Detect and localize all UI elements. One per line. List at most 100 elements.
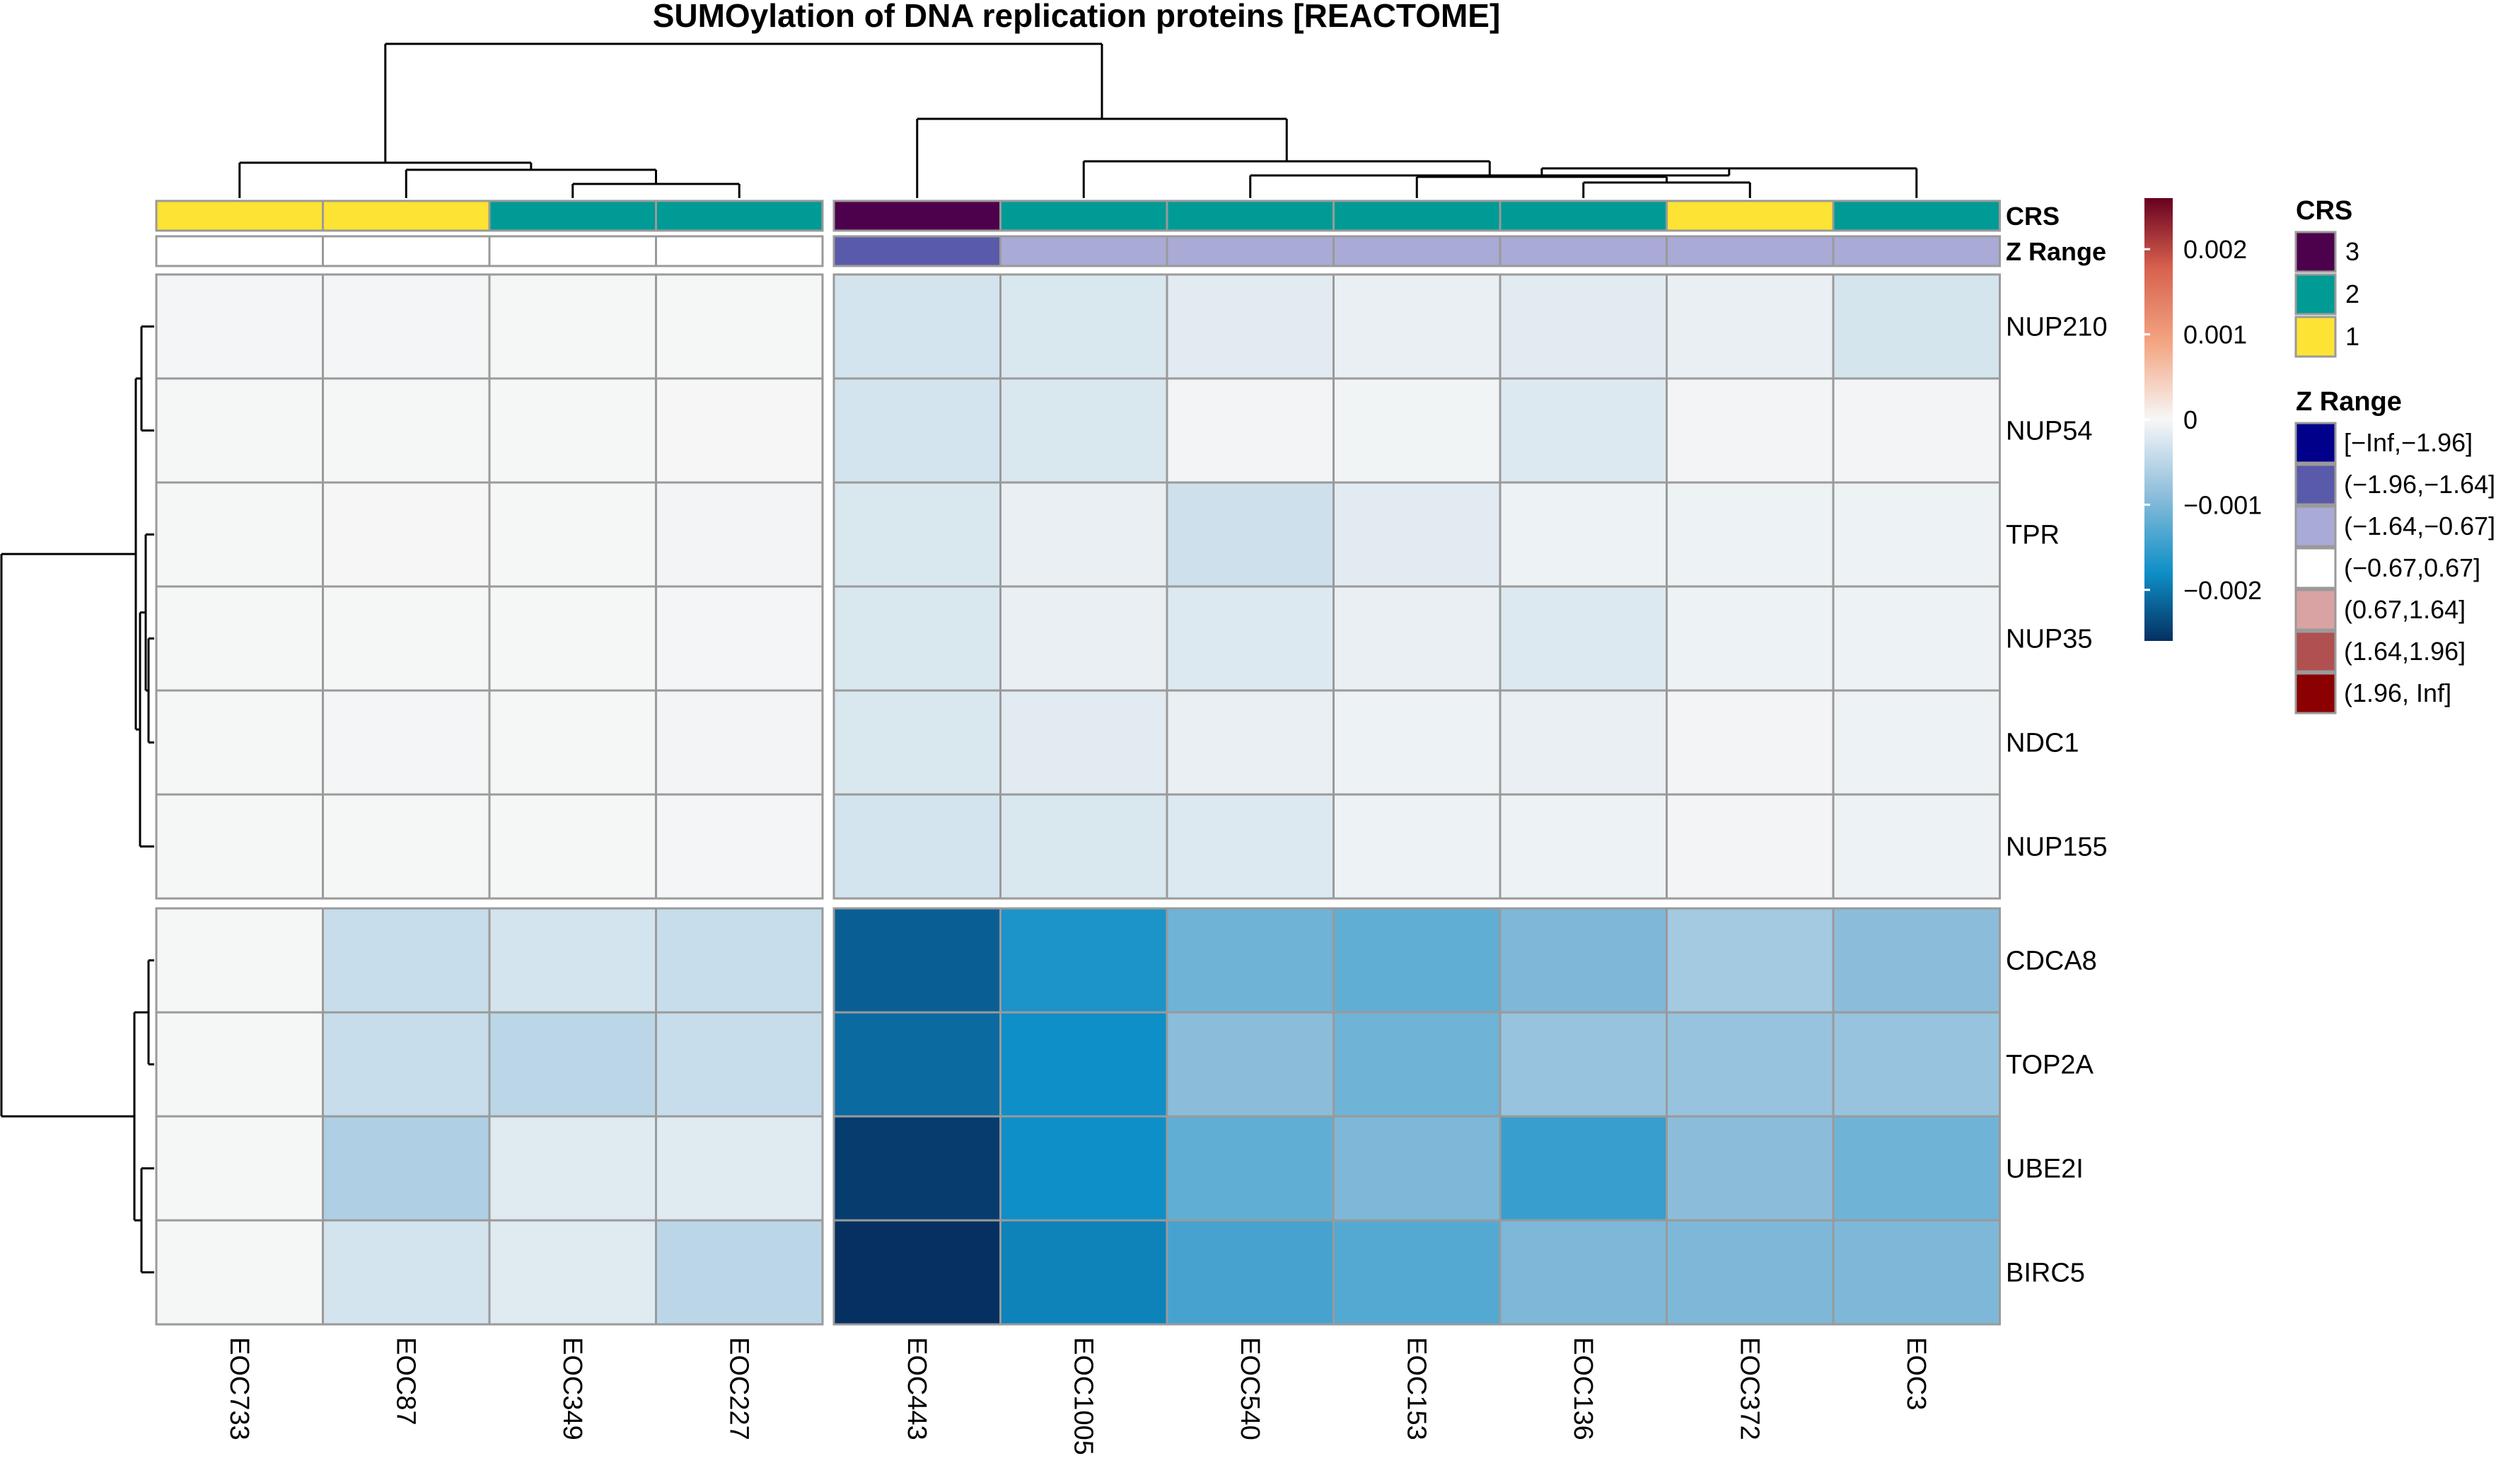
chart-title: SUMOylation of DNA replication proteins … [653, 0, 1501, 34]
heatmap-cell [1499, 481, 1668, 588]
row-dendrogram [0, 325, 154, 1273]
column-label: EOC87 [390, 1337, 420, 1426]
row-label: UBE2I [2006, 1155, 2084, 1184]
heatmap-cell [488, 1115, 657, 1222]
heatmap-cell [1332, 907, 1502, 1014]
heatmap-cell [1666, 273, 1835, 380]
crs-legend-swatch [2294, 273, 2337, 316]
crs-legend-label: 1 [2345, 322, 2359, 351]
heatmap-cell [322, 1219, 491, 1326]
heatmap-cell [488, 793, 657, 900]
column-dendrogram [238, 42, 1918, 198]
z-range-legend-swatch [2294, 463, 2337, 506]
heatmap-cell [1832, 1011, 2001, 1118]
heatmap-cell [1166, 481, 1335, 588]
heatmap-cell [1499, 793, 1668, 900]
heatmap-cell [1166, 1115, 1335, 1222]
heatmap-cell [1666, 1011, 1835, 1118]
z-range-annotation-cell [832, 235, 1001, 267]
column-labels: EOC733 EOC87 EOC349 EOC227 EOC443 EOC1005 EOC5… [224, 1337, 1931, 1455]
crs-annotation-cell [655, 200, 824, 232]
heatmap-cell [999, 793, 1168, 900]
heatmap-cell [1499, 585, 1668, 692]
z-range-annotation-cell [488, 235, 657, 267]
heatmap-cell [1499, 1115, 1668, 1222]
heatmap-cell [155, 793, 324, 900]
crs-legend-label: 2 [2345, 279, 2359, 308]
column-label: EOC1005 [1068, 1337, 1098, 1455]
heatmap-cell [1832, 273, 2001, 380]
z-range-legend-label: [−Inf,−1.96] [2344, 428, 2473, 457]
z-range-legend-swatch [2294, 505, 2337, 548]
heatmap-cell [999, 1011, 1168, 1118]
column-label: EOC372 [1734, 1337, 1764, 1440]
column-label: EOC540 [1235, 1337, 1265, 1440]
z-range-legend-label: (−1.64,−0.67] [2344, 511, 2495, 540]
heatmap-cell [655, 1219, 824, 1326]
heatmap-cell [832, 689, 1001, 796]
heatmap-cell [1499, 377, 1668, 484]
z-range-annotation-cell [1166, 235, 1335, 267]
z-range-legend-swatch [2294, 589, 2337, 631]
z-range-legend-label: (1.64,1.96] [2344, 637, 2466, 666]
heatmap-cell [322, 1011, 491, 1118]
heatmap-cell [655, 377, 824, 484]
color-scale-tick-label: −0.002 [2183, 576, 2262, 605]
heatmap-cell [322, 689, 491, 796]
crs-annotation-cell [832, 200, 1001, 232]
heatmap-cell [1332, 273, 1502, 380]
crs-annotation-cell [322, 200, 491, 232]
crs-legend-title: CRS [2296, 196, 2352, 226]
z-range-annotation-cell [322, 235, 491, 267]
heatmap-cell [1332, 1011, 1502, 1118]
heatmap-cell [488, 585, 657, 692]
crs-legend-swatch [2294, 231, 2337, 273]
crs-track-label: CRS [2006, 202, 2060, 231]
z-range-legend-title: Z Range [2296, 387, 2402, 417]
heatmap-cell [1666, 481, 1835, 588]
z-range-annotation-cell [999, 235, 1168, 267]
crs-annotation-cell [1666, 200, 1835, 232]
heatmap-cell [1332, 377, 1502, 484]
heatmap-cell [322, 1115, 491, 1222]
heatmap-cell [322, 481, 491, 588]
z-range-legend-label: (−0.67,0.67] [2344, 553, 2480, 582]
row-label: TOP2A [2006, 1051, 2094, 1080]
heatmap-cell [155, 1219, 324, 1326]
heatmap-cell [999, 1219, 1168, 1326]
annotation-legends: CRS 3 2 1 Z Range [−Inf,−1.96] (−1.96,−1.64] (−… [2294, 196, 2495, 715]
crs-annotation-cell [1166, 200, 1335, 232]
heatmap-cell [488, 907, 657, 1014]
heatmap-cell [1666, 1115, 1835, 1222]
heatmap-cell [655, 481, 824, 588]
column-label: EOC443 [902, 1337, 931, 1440]
heatmap-cell [832, 1011, 1001, 1118]
heatmap-cell [1332, 1115, 1502, 1222]
z-range-annotation-cell [655, 235, 824, 267]
z-range-annotation-cell [1832, 235, 2001, 267]
crs-annotation-cell [1832, 200, 2001, 232]
heatmap-cell [488, 1219, 657, 1326]
z-range-legend-label: (−1.96,−1.64] [2344, 470, 2495, 499]
row-label: NUP35 [2006, 625, 2093, 654]
column-annotations: CRS Z Range [155, 200, 2106, 267]
heatmap-cell [1832, 585, 2001, 692]
heatmap-cell [655, 1011, 824, 1118]
heatmap-cell [155, 585, 324, 692]
column-label: EOC349 [557, 1337, 587, 1440]
heatmap-cell [1666, 377, 1835, 484]
color-scale-tick-label: 0 [2183, 405, 2197, 434]
row-label: NUP210 [2006, 313, 2108, 342]
heatmap-cell [155, 273, 324, 380]
heatmap-cell [1332, 585, 1502, 692]
crs-annotation-cell [1332, 200, 1502, 232]
z-range-annotation-cell [1332, 235, 1502, 267]
heatmap-cell [1499, 1011, 1668, 1118]
crs-legend-label: 3 [2345, 237, 2359, 266]
z-range-legend-label: (0.67,1.64] [2344, 595, 2466, 624]
heatmap-cell [488, 481, 657, 588]
color-scale-tick-label: −0.001 [2183, 490, 2262, 519]
heatmap-cell [832, 481, 1001, 588]
z-range-legend-swatch [2294, 630, 2337, 673]
